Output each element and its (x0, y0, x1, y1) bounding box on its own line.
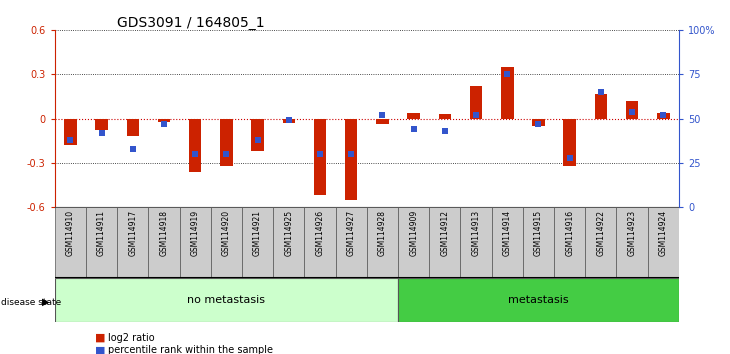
Text: ■: ■ (95, 333, 105, 343)
Point (127, 146, 139, 152)
Bar (126, 119, 139, 136)
Bar (532, 119, 545, 126)
Bar (376, 119, 388, 125)
Text: GSM114909: GSM114909 (409, 210, 418, 256)
Bar (148, 207, 180, 278)
Bar (501, 67, 513, 119)
Bar (407, 113, 420, 119)
Text: GSM114919: GSM114919 (191, 210, 200, 256)
Bar (492, 207, 523, 278)
Text: GSM114911: GSM114911 (97, 210, 106, 256)
Bar (429, 207, 461, 278)
Bar (626, 101, 638, 119)
Bar (158, 119, 170, 121)
Bar (55, 207, 86, 278)
Text: GDS3091 / 164805_1: GDS3091 / 164805_1 (117, 16, 264, 30)
Bar (96, 119, 108, 130)
Bar (616, 207, 648, 278)
Point (439, 128, 450, 134)
Text: GSM114918: GSM114918 (159, 210, 169, 256)
Text: GSM114927: GSM114927 (347, 210, 356, 256)
Bar (345, 119, 358, 200)
Bar (304, 207, 336, 278)
Text: no metastasis: no metastasis (188, 295, 266, 305)
Text: ■: ■ (95, 346, 105, 354)
Bar (273, 207, 304, 278)
Point (377, 112, 388, 118)
Text: metastasis: metastasis (508, 295, 569, 305)
Text: ▶: ▶ (42, 297, 50, 307)
Bar (314, 119, 326, 195)
Text: GSM114923: GSM114923 (628, 210, 637, 256)
Bar (657, 113, 669, 119)
Bar (554, 207, 585, 278)
Point (64, 137, 76, 143)
Bar (398, 278, 679, 322)
Text: GSM114921: GSM114921 (253, 210, 262, 256)
Point (314, 151, 326, 157)
Point (658, 112, 669, 118)
Point (595, 89, 607, 95)
Point (345, 151, 357, 157)
Point (564, 155, 575, 160)
Bar (220, 119, 233, 166)
Point (470, 112, 482, 118)
Point (502, 72, 513, 77)
Point (158, 121, 170, 127)
Bar (211, 207, 242, 278)
Point (283, 118, 295, 123)
Text: GSM114925: GSM114925 (284, 210, 293, 256)
Text: GSM114912: GSM114912 (440, 210, 450, 256)
Bar (461, 207, 492, 278)
Bar (242, 207, 273, 278)
Text: GSM114928: GSM114928 (378, 210, 387, 256)
Bar (595, 93, 607, 119)
Text: GSM114915: GSM114915 (534, 210, 543, 256)
Bar (564, 119, 576, 166)
Text: log2 ratio: log2 ratio (108, 333, 155, 343)
Text: GSM114914: GSM114914 (503, 210, 512, 256)
Text: GSM114920: GSM114920 (222, 210, 231, 256)
Bar (189, 119, 201, 172)
Bar (283, 119, 295, 123)
Text: GSM114916: GSM114916 (565, 210, 575, 256)
Point (189, 151, 201, 157)
Bar (64, 119, 77, 145)
Bar (180, 207, 211, 278)
Text: GSM114913: GSM114913 (472, 210, 480, 256)
Point (252, 137, 264, 143)
Point (533, 121, 545, 127)
Text: GSM114926: GSM114926 (315, 210, 325, 256)
Point (220, 151, 232, 157)
Bar (336, 207, 366, 278)
Bar (585, 207, 616, 278)
Bar (55, 278, 398, 322)
Text: disease state: disease state (1, 298, 61, 307)
Text: percentile rank within the sample: percentile rank within the sample (108, 346, 273, 354)
Text: GSM114917: GSM114917 (128, 210, 137, 256)
Bar (398, 207, 429, 278)
Point (96, 130, 107, 136)
Bar (648, 207, 679, 278)
Bar (86, 207, 117, 278)
Bar (439, 114, 451, 119)
Bar (523, 207, 554, 278)
Point (626, 109, 638, 114)
Text: GSM114910: GSM114910 (66, 210, 75, 256)
Text: GSM114922: GSM114922 (596, 210, 605, 256)
Bar (117, 207, 148, 278)
Bar (251, 119, 264, 151)
Point (408, 126, 420, 132)
Text: GSM114924: GSM114924 (658, 210, 668, 256)
Bar (366, 207, 398, 278)
Bar (470, 86, 483, 119)
